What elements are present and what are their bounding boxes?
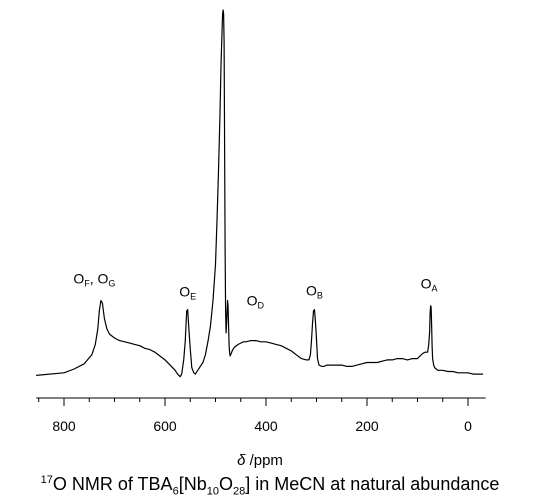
caption-mid-1: [Nb: [178, 474, 207, 494]
caption-post: ] in MeCN at natural abundance: [245, 474, 500, 494]
peak-label-of: OF, OG: [73, 271, 115, 289]
caption-pre: O NMR of TBA: [52, 474, 173, 494]
x-axis-symbol: δ: [237, 452, 246, 469]
caption-sub-1: 6: [172, 485, 179, 498]
peak-label-oa: OA: [421, 276, 438, 294]
peak-labels: OF, OGOEOCODOBOA: [73, 271, 438, 311]
x-tick-label: 400: [254, 418, 278, 434]
x-tick-label: 600: [153, 418, 177, 434]
spectrum-line: [36, 9, 484, 378]
peak-label-od: OD: [247, 293, 265, 311]
x-tick-label: 200: [355, 418, 379, 434]
peak-label-oe: OE: [179, 284, 196, 302]
caption-mid-2: O: [218, 474, 233, 494]
x-tick-label: 0: [464, 418, 472, 434]
x-axis-unit: /ppm: [245, 452, 283, 469]
caption-isotope: 17: [40, 474, 53, 486]
x-tick-label: 800: [52, 418, 76, 434]
figure-caption: 17O NMR of TBA6[Nb10O28] in MeCN at natu…: [0, 474, 540, 498]
x-axis: 800 600 400 200 0: [36, 397, 486, 434]
caption-sub-2: 10: [206, 485, 219, 498]
caption-sub-3: 28: [232, 485, 246, 498]
peak-label-ob: OB: [306, 283, 323, 301]
x-axis-label: δ /ppm: [237, 452, 283, 469]
